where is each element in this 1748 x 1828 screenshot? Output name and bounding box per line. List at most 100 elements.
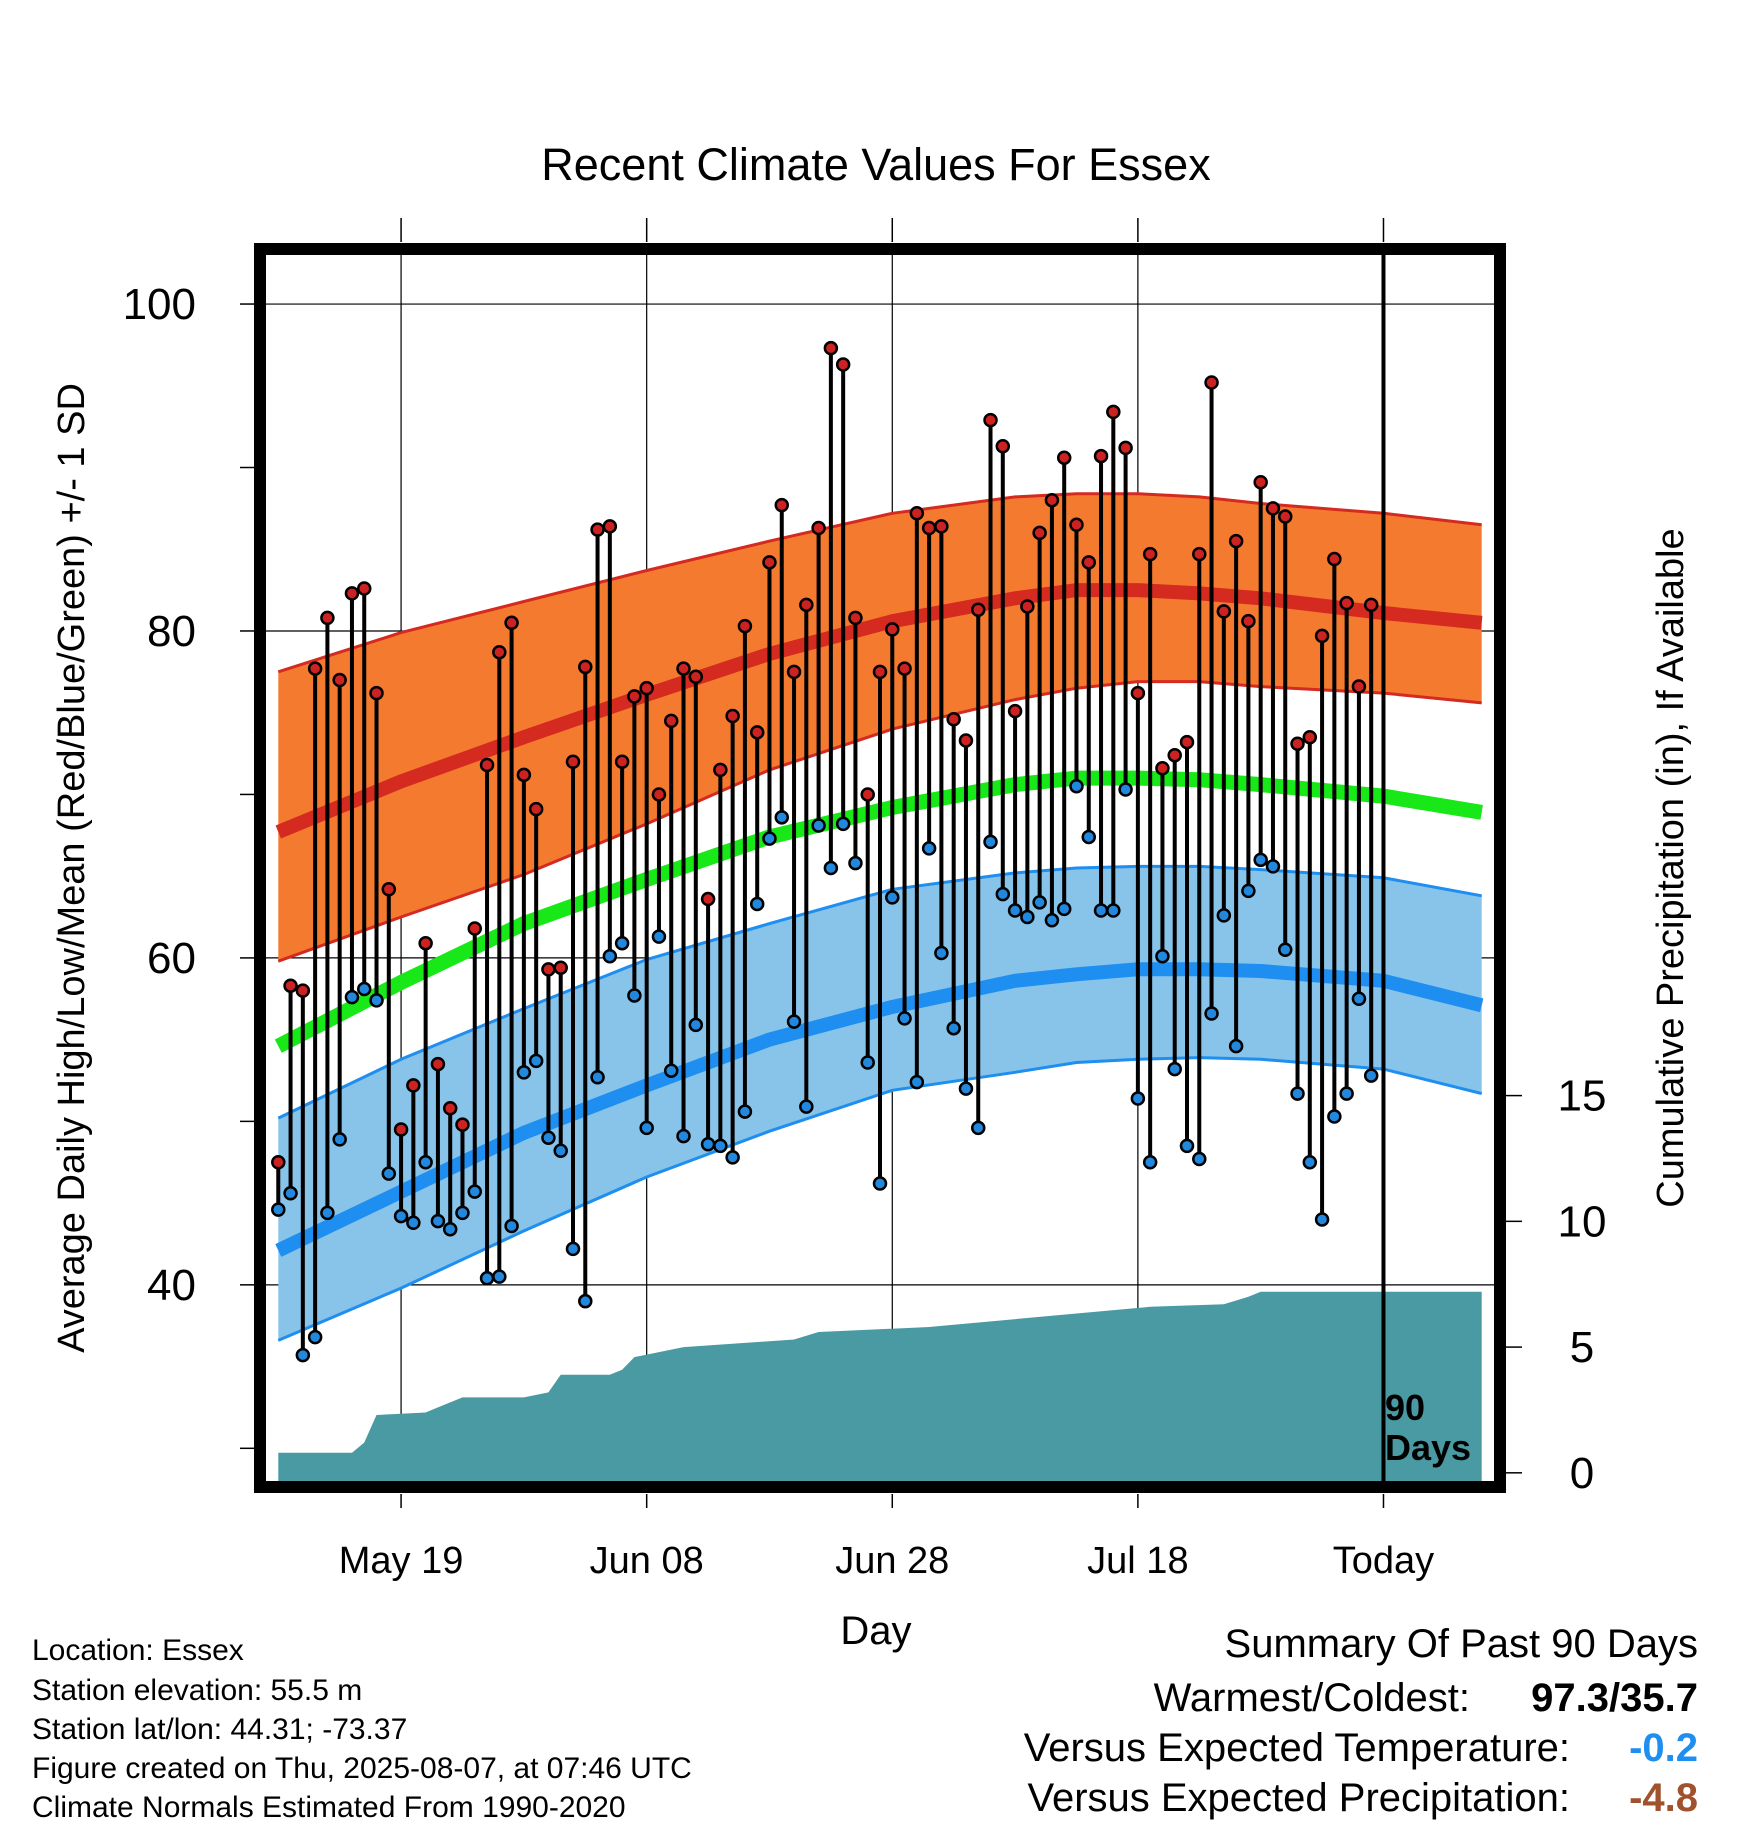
daily-high-point: [946, 711, 961, 727]
daily-low-point: [1032, 895, 1047, 910]
daily-high-point: [1327, 551, 1342, 567]
daily-high-point: [1339, 595, 1354, 611]
daily-high-point: [578, 659, 593, 675]
daily-low-point: [970, 1120, 986, 1136]
daily-low-point: [528, 1053, 544, 1069]
daily-high-point: [1216, 604, 1232, 619]
daily-high-point: [442, 1101, 458, 1116]
daily-high-point: [553, 960, 568, 975]
daily-high-point: [332, 672, 347, 688]
daily-low-point: [356, 981, 372, 997]
daily-high-point: [970, 602, 986, 617]
daily-high-point: [848, 610, 863, 626]
daily-high-point: [1241, 613, 1256, 629]
daily-high-point: [774, 497, 790, 513]
daily-low-point: [393, 1208, 409, 1224]
x-tick-label: Jun 08: [590, 1540, 704, 1582]
daily-high-point: [516, 767, 532, 783]
cumulative-precip-area: [278, 1291, 1482, 1481]
daily-low-point: [295, 1347, 311, 1363]
daily-low-point: [786, 1014, 802, 1029]
daily-low-point: [406, 1215, 421, 1230]
daily-high-point: [651, 787, 667, 802]
daily-low-point: [332, 1132, 347, 1147]
daily-low-point: [504, 1218, 519, 1234]
y-tick-label: 40: [147, 1261, 196, 1310]
daily-high-point: [1302, 729, 1318, 745]
daily-high-point: [872, 664, 888, 680]
daily-low-point: [848, 855, 863, 871]
daily-low-point: [811, 818, 826, 833]
daily-high-point: [504, 615, 519, 631]
window-label-days: Days: [1385, 1427, 1471, 1468]
daily-low-point: [835, 816, 851, 832]
y-tick-label: 60: [147, 934, 196, 983]
daily-high-point: [1142, 546, 1158, 562]
daily-low-point: [651, 929, 667, 944]
daily-low-point: [713, 1138, 728, 1154]
daily-low-point: [946, 1020, 961, 1036]
daily-low-point: [1192, 1151, 1207, 1167]
daily-high-point: [320, 610, 335, 626]
daily-high-point: [1118, 440, 1133, 456]
daily-high-point: [1253, 474, 1268, 490]
daily-low-point: [602, 949, 618, 964]
daily-low-point: [418, 1154, 433, 1170]
plot-frame: [254, 243, 1506, 1493]
daily-high-point: [921, 520, 937, 536]
daily-high-point: [271, 1154, 286, 1170]
x-tick-label: May 19: [339, 1540, 464, 1582]
daily-high-point: [1179, 734, 1195, 750]
temp-anomaly-value: -0.2: [1629, 1726, 1698, 1770]
daily-high-point: [1020, 599, 1035, 614]
summary-title: Summary Of Past 90 Days: [1224, 1622, 1698, 1666]
daily-high-point: [934, 519, 949, 534]
daily-low-point: [320, 1205, 335, 1221]
daily-low-point: [995, 886, 1011, 902]
daily-high-point: [1056, 450, 1072, 465]
daily-low-point: [1363, 1068, 1379, 1083]
daily-low-point: [1179, 1138, 1195, 1154]
daily-high-point: [1081, 555, 1097, 570]
daily-high-point: [1155, 761, 1170, 776]
daily-low-point: [700, 1137, 716, 1152]
daily-low-point: [578, 1293, 593, 1309]
daily-high-point: [356, 581, 372, 596]
daily-low-point: [553, 1143, 568, 1159]
daily-high-point: [762, 555, 777, 570]
normal-low-line: [275, 962, 1484, 1257]
daily-low-point: [897, 1011, 912, 1026]
footer-normals: Climate Normals Estimated From 1990-2020: [32, 1791, 626, 1824]
daily-high-point: [749, 725, 765, 740]
daily-low-point: [1253, 852, 1268, 868]
daily-low-point: [1093, 903, 1109, 918]
daily-high-point: [492, 644, 507, 660]
daily-high-point: [713, 762, 728, 778]
daily-low-point: [1228, 1038, 1244, 1054]
daily-low-point: [1265, 859, 1281, 874]
daily-high-point: [786, 664, 802, 680]
daily-low-point: [1339, 1086, 1354, 1101]
daily-high-point: [283, 978, 298, 993]
low-sd-band: [278, 866, 1482, 1341]
daily-low-point: [1118, 782, 1133, 797]
daily-high-point: [467, 921, 483, 936]
daily-low-point: [725, 1150, 740, 1165]
daily-high-point: [406, 1078, 421, 1093]
daily-high-point: [565, 754, 581, 769]
daily-high-point: [835, 357, 851, 372]
daily-low-point: [676, 1128, 691, 1144]
warm-cold-value: 97.3/35.7: [1531, 1676, 1698, 1720]
daily-high-point: [1032, 525, 1047, 541]
daily-high-point: [1093, 448, 1109, 464]
temp-label: Versus Expected Temperature:: [1023, 1726, 1570, 1770]
daily-high-point: [1106, 404, 1121, 420]
daily-low-point: [369, 993, 384, 1008]
daily-high-point: [602, 519, 618, 534]
daily-high-point: [455, 1117, 470, 1132]
low-lower-edge: [277, 1056, 1483, 1342]
y-axis-label-left: Average Daily High/Low/Mean (Red/Blue/Gr…: [51, 383, 93, 1353]
daily-low-point: [983, 834, 998, 850]
daily-low-point: [430, 1213, 446, 1229]
daily-low-point: [1351, 991, 1367, 1007]
